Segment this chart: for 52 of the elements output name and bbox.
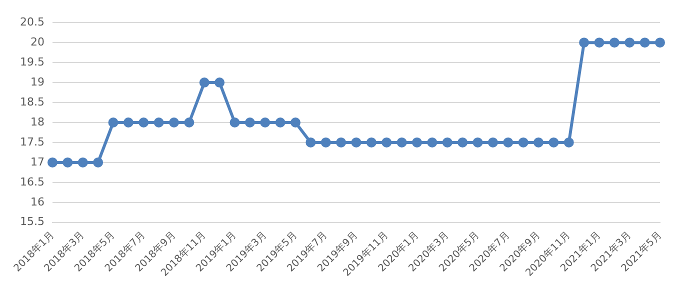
- point: [244, 117, 255, 128]
- y-tick-label: 16.5: [20, 175, 44, 188]
- y-tick-label: 15.5: [20, 215, 44, 228]
- y-tick-label: 18: [30, 115, 44, 128]
- point: [184, 117, 194, 128]
- point: [548, 137, 559, 148]
- point: [427, 137, 438, 148]
- point: [290, 117, 300, 128]
- point: [640, 38, 650, 48]
- point: [154, 117, 164, 128]
- point: [62, 157, 73, 168]
- point: [564, 137, 574, 148]
- point: [93, 157, 104, 168]
- point: [655, 38, 665, 48]
- point: [609, 38, 620, 48]
- point: [168, 117, 179, 128]
- point: [442, 137, 452, 148]
- point: [412, 137, 422, 148]
- point: [336, 137, 346, 148]
- point: [260, 117, 270, 128]
- point: [382, 137, 392, 148]
- point: [138, 117, 149, 128]
- point: [78, 157, 88, 168]
- point: [488, 137, 498, 148]
- point: [503, 137, 514, 148]
- y-tick-label: 19.5: [20, 55, 44, 68]
- y-tick-label: 17: [30, 155, 44, 168]
- point: [534, 137, 544, 148]
- point: [624, 38, 635, 48]
- y-tick-label: 17.5: [20, 135, 44, 148]
- point: [366, 137, 376, 148]
- point: [108, 117, 118, 128]
- point: [199, 78, 210, 88]
- point: [472, 137, 483, 148]
- point: [518, 137, 528, 148]
- point: [579, 38, 590, 48]
- point: [351, 137, 362, 148]
- point: [275, 117, 286, 128]
- y-tick-label: 20: [30, 35, 44, 48]
- y-tick-label: 20.5: [20, 15, 44, 28]
- point: [47, 157, 58, 168]
- point: [230, 117, 240, 128]
- y-tick-label: 18.5: [20, 95, 44, 108]
- point: [320, 137, 331, 148]
- y-tick-label: 19: [30, 75, 44, 88]
- point: [458, 137, 468, 148]
- point: [594, 38, 604, 48]
- point: [214, 78, 225, 88]
- point: [306, 137, 316, 148]
- point: [123, 117, 134, 128]
- point: [396, 137, 407, 148]
- y-tick-label: 16: [30, 195, 44, 208]
